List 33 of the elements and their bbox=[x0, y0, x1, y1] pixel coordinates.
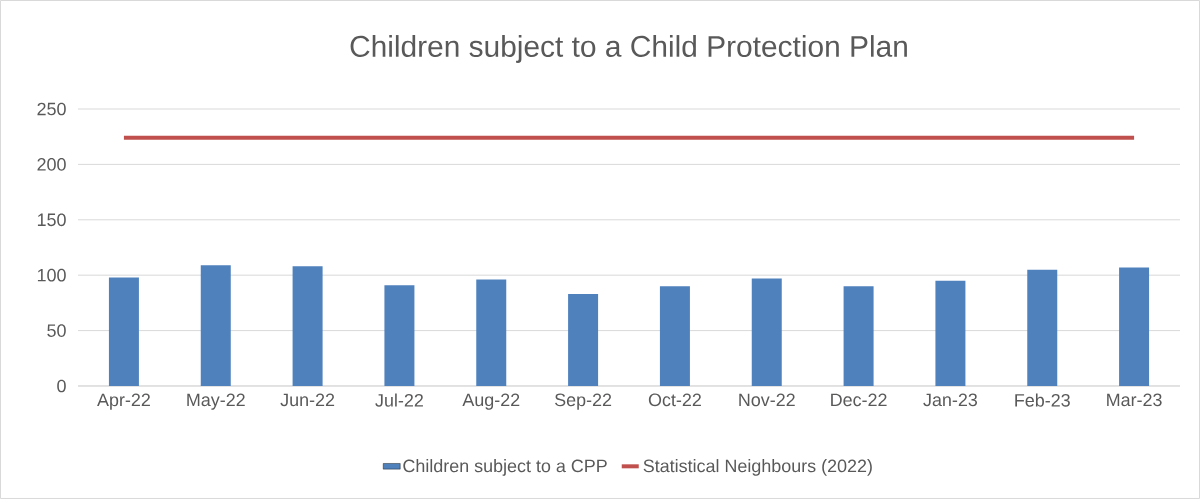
bar bbox=[659, 286, 690, 386]
bar bbox=[751, 278, 782, 386]
bar bbox=[384, 285, 415, 386]
bar bbox=[476, 279, 507, 386]
x-tick-label: Mar-23 bbox=[1107, 393, 1162, 407]
y-tick-label: 200 bbox=[37, 158, 66, 171]
bar bbox=[568, 294, 599, 386]
y-tick-label: 0 bbox=[57, 379, 66, 393]
chart-title: Children subject to a Child Protection Plan bbox=[350, 35, 907, 63]
bar bbox=[1027, 269, 1058, 386]
x-tick-label: Nov-22 bbox=[739, 393, 795, 407]
y-tick-label: 150 bbox=[37, 213, 66, 227]
x-tick-label: Aug-22 bbox=[462, 393, 520, 410]
bar bbox=[935, 280, 966, 386]
bar bbox=[108, 277, 139, 386]
x-tick-label: Jan-23 bbox=[923, 393, 978, 407]
x-tick-label: Jun-22 bbox=[280, 393, 335, 407]
x-tick-label: Dec-22 bbox=[831, 393, 887, 407]
legend-label: Children subject to a CPP bbox=[403, 459, 607, 476]
legend-label: Statistical Neighbours (2022) bbox=[643, 459, 872, 476]
bar bbox=[200, 265, 231, 386]
x-tick-label: Oct-22 bbox=[648, 393, 701, 407]
bar bbox=[1119, 267, 1150, 386]
bar bbox=[843, 286, 874, 386]
y-tick-label: 50 bbox=[47, 324, 66, 337]
x-tick-label: Feb-23 bbox=[1015, 393, 1070, 407]
y-tick-label: 100 bbox=[37, 268, 66, 282]
x-tick-label: May-22 bbox=[187, 393, 245, 410]
x-tick-label: Apr-22 bbox=[97, 393, 150, 410]
x-tick-label: Jul-22 bbox=[375, 393, 423, 407]
y-tick-label: 250 bbox=[37, 102, 66, 116]
bar bbox=[292, 266, 323, 386]
x-tick-label: Sep-22 bbox=[554, 393, 612, 410]
